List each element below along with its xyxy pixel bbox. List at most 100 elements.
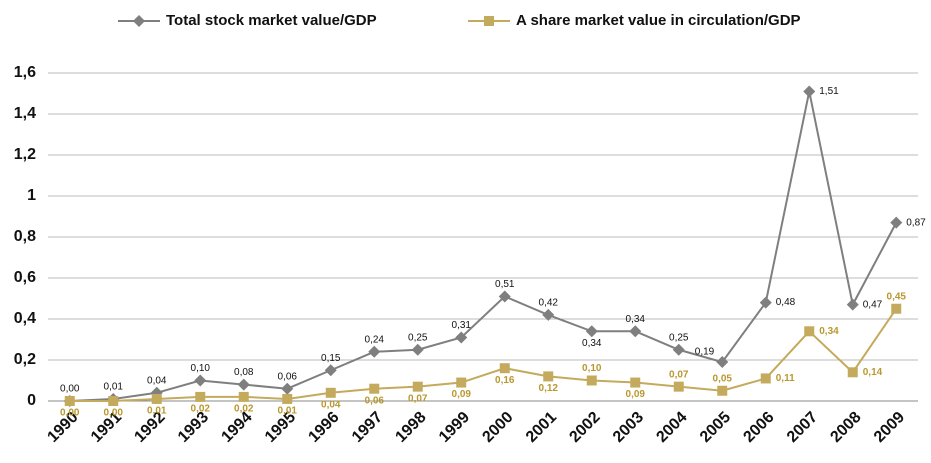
- data-label: 0,06: [278, 371, 298, 382]
- y-tick-label: 0,6: [14, 269, 36, 286]
- data-label: 0,34: [582, 338, 602, 349]
- data-point: [282, 393, 293, 404]
- data-point: [803, 85, 816, 98]
- data-label: 0,00: [60, 408, 80, 419]
- data-label: 0,31: [452, 320, 472, 331]
- data-label: 0,10: [582, 363, 602, 374]
- legend-marker: [484, 16, 494, 26]
- data-label: 0,15: [321, 353, 341, 364]
- y-tick-label: 0,8: [14, 228, 36, 245]
- x-tick-label: 1999: [436, 409, 473, 446]
- data-point: [804, 326, 815, 337]
- data-label: 0,51: [495, 279, 515, 290]
- y-tick-label: 0,4: [14, 310, 36, 327]
- data-label: 0,34: [819, 326, 839, 337]
- series-line: [69, 308, 898, 402]
- y-tick-label: 0: [27, 392, 36, 409]
- data-point: [108, 396, 119, 406]
- data-label: 0,48: [776, 297, 796, 308]
- data-label: 0,14: [863, 367, 883, 378]
- x-tick-label: 1997: [349, 409, 386, 446]
- legend-marker: [133, 15, 145, 27]
- data-point: [717, 385, 728, 396]
- data-point: [673, 381, 684, 392]
- data-label: 0,09: [452, 389, 472, 400]
- y-tick-label: 1,2: [14, 146, 36, 163]
- data-label: 0,01: [104, 382, 124, 393]
- data-label: 0,07: [408, 393, 428, 404]
- data-label: 0,04: [147, 375, 167, 386]
- data-label: 0,11: [776, 373, 795, 384]
- data-point: [455, 331, 468, 344]
- data-point: [760, 373, 771, 384]
- data-label: 0,09: [626, 389, 646, 400]
- data-point: [368, 345, 381, 358]
- data-point: [369, 383, 380, 394]
- data-label: 0,25: [669, 332, 689, 343]
- data-point: [891, 303, 902, 314]
- x-tick-label: 2009: [871, 409, 908, 446]
- data-label: 0,01: [147, 406, 167, 417]
- data-label: 0,42: [539, 298, 559, 309]
- data-label: 0,10: [191, 363, 211, 374]
- data-label: 0,04: [321, 399, 341, 410]
- y-tick-label: 1,6: [14, 64, 36, 81]
- data-point: [499, 363, 510, 374]
- data-label: 0,08: [234, 367, 254, 378]
- data-point: [64, 396, 75, 406]
- data-point: [412, 381, 423, 392]
- x-tick-label: 2003: [610, 409, 647, 446]
- data-point: [238, 391, 249, 402]
- data-point: [456, 377, 467, 388]
- data-point: [629, 325, 642, 338]
- data-point: [672, 343, 685, 356]
- x-tick-label: 2007: [784, 409, 821, 446]
- data-label: 0,87: [906, 217, 926, 228]
- x-tick-label: 2008: [827, 409, 864, 446]
- x-tick-label: 2002: [566, 409, 603, 446]
- data-point: [759, 296, 772, 309]
- data-point: [151, 393, 162, 404]
- x-tick-label: 1996: [305, 409, 342, 446]
- data-point: [846, 298, 859, 311]
- data-label: 0,06: [365, 395, 385, 406]
- series-line: [69, 91, 898, 402]
- data-point: [716, 356, 729, 369]
- x-tick-label: 2005: [697, 409, 734, 446]
- y-tick-label: 0,2: [14, 351, 36, 368]
- data-point: [586, 375, 597, 386]
- data-point: [325, 387, 336, 398]
- data-label: 0,12: [539, 383, 559, 394]
- data-label: 0,05: [713, 373, 733, 384]
- data-label: 0,24: [365, 334, 385, 345]
- data-label: 0,07: [669, 369, 689, 380]
- data-label: 0,02: [234, 404, 254, 415]
- data-label: 0,02: [191, 404, 211, 415]
- x-tick-label: 2004: [653, 409, 690, 446]
- legend-label: Total stock market value/GDP: [166, 12, 377, 29]
- data-label: 0,00: [60, 384, 80, 395]
- data-point: [237, 378, 250, 391]
- data-label: 1,51: [819, 86, 839, 97]
- data-label: 0,16: [495, 375, 515, 386]
- data-point: [585, 325, 598, 338]
- legend-label: A share market value in circulation/GDP: [516, 12, 801, 29]
- x-tick-label: 2000: [479, 409, 516, 446]
- data-point: [324, 364, 337, 377]
- y-tick-label: 1: [27, 187, 36, 204]
- data-point: [281, 382, 294, 395]
- data-point: [411, 343, 424, 356]
- data-point: [630, 377, 641, 388]
- data-point: [847, 367, 858, 378]
- data-point: [194, 374, 207, 387]
- x-tick-label: 2001: [523, 409, 560, 446]
- data-label: 0,00: [104, 408, 124, 419]
- data-point: [498, 290, 511, 303]
- data-label: 0,25: [408, 332, 428, 343]
- data-point: [890, 216, 903, 229]
- data-label: 0,19: [695, 347, 715, 358]
- data-label: 0,47: [863, 299, 883, 310]
- data-point: [542, 308, 555, 321]
- x-tick-label: 2006: [740, 409, 777, 446]
